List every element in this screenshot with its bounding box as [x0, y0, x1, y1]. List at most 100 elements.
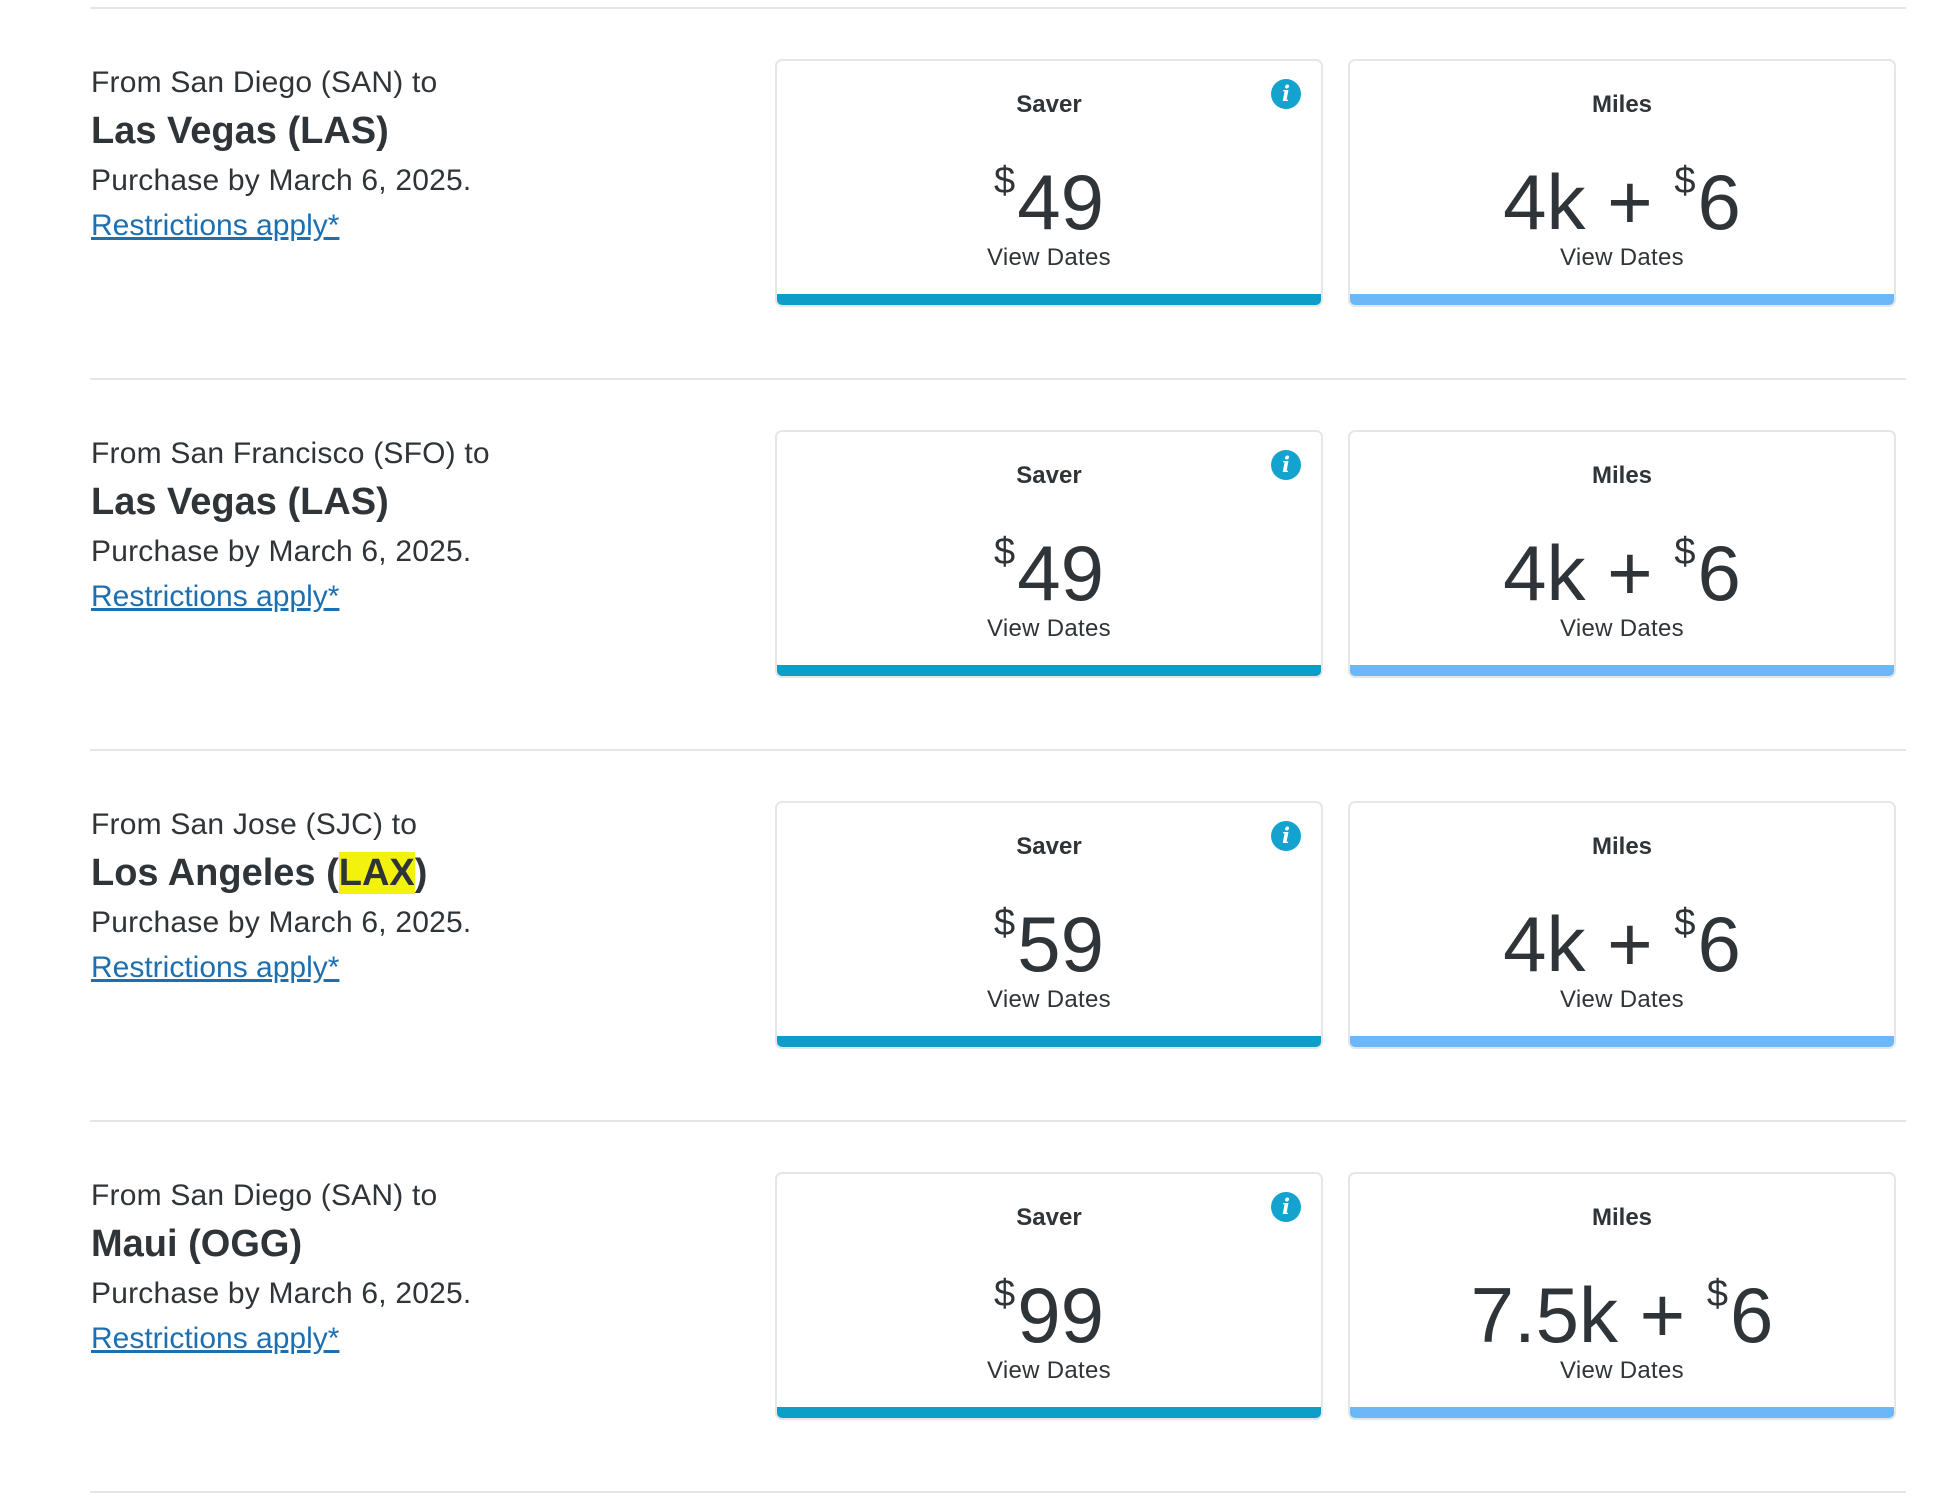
price-amount: 6 — [1697, 529, 1741, 617]
miles-amount: 7.5k + — [1470, 1271, 1707, 1359]
destination-code: LAS — [300, 110, 377, 152]
destination-name: Las Vegas ( — [91, 481, 301, 523]
currency-symbol: $ — [1674, 531, 1696, 573]
fare-price: $59 — [777, 875, 1321, 992]
info-icon[interactable]: i — [1271, 450, 1301, 480]
miles-price: 4k + $6 — [1350, 875, 1894, 992]
view-dates-link[interactable]: View Dates — [1560, 615, 1684, 642]
saver-fare-card[interactable]: i Saver $49 View Dates — [775, 59, 1323, 307]
price-amount: 6 — [1730, 1271, 1774, 1359]
fare-type-label: Miles — [1591, 833, 1653, 860]
purchase-deadline: Purchase by March 6, 2025. — [91, 164, 472, 197]
destination-code: OGG — [200, 1223, 290, 1265]
destination-name: Las Vegas ( — [91, 110, 301, 152]
fare-type-label: Miles — [1591, 91, 1653, 118]
miles-fare-card[interactable]: Miles 4k + $6 View Dates — [1348, 430, 1896, 678]
divider — [90, 7, 1906, 9]
currency-symbol: $ — [1674, 902, 1696, 944]
fare-type-label: Saver — [1016, 1204, 1082, 1231]
miles-fare-card[interactable]: Miles 4k + $6 View Dates — [1348, 801, 1896, 1049]
view-dates-link[interactable]: View Dates — [987, 244, 1111, 271]
restrictions-link[interactable]: Restrictions apply* — [91, 951, 340, 984]
view-dates-link[interactable]: View Dates — [987, 986, 1111, 1013]
fare-type-label: Miles — [1591, 462, 1653, 489]
miles-amount: 4k + — [1503, 900, 1675, 988]
view-dates-link[interactable]: View Dates — [987, 1357, 1111, 1384]
info-icon[interactable]: i — [1271, 79, 1301, 109]
card-accent-bar — [1350, 665, 1894, 676]
fare-list: From San Diego (SAN) to Las Vegas (LAS) … — [90, 7, 1906, 1493]
destination-code-highlighted: LAX — [338, 852, 415, 894]
card-accent-bar — [777, 1036, 1321, 1047]
card-accent-bar — [1350, 294, 1894, 305]
card-accent-bar — [777, 1407, 1321, 1418]
restrictions-link[interactable]: Restrictions apply* — [91, 580, 340, 613]
currency-symbol: $ — [994, 160, 1016, 202]
miles-amount: 4k + — [1503, 529, 1675, 617]
price-amount: 99 — [1017, 1271, 1104, 1359]
route-destination: Los Angeles (LAX) — [91, 847, 471, 899]
card-accent-bar — [1350, 1407, 1894, 1418]
saver-fare-card[interactable]: i Saver $59 View Dates — [775, 801, 1323, 1049]
miles-fare-card[interactable]: Miles 7.5k + $6 View Dates — [1348, 1172, 1896, 1420]
purchase-deadline: Purchase by March 6, 2025. — [91, 906, 472, 939]
currency-symbol: $ — [1674, 160, 1696, 202]
route-origin: From San Jose (SJC) to — [91, 808, 418, 841]
fare-type-label: Miles — [1591, 1204, 1653, 1231]
price-amount: 6 — [1697, 900, 1741, 988]
fare-row: From San Jose (SJC) to Los Angeles (LAX)… — [90, 751, 1906, 1122]
fare-row: From San Diego (SAN) to Las Vegas (LAS) … — [90, 9, 1906, 380]
destination-close: ) — [414, 852, 428, 894]
saver-fare-card[interactable]: i Saver $49 View Dates — [775, 430, 1323, 678]
fare-row: From San Francisco (SFO) to Las Vegas (L… — [90, 380, 1906, 751]
destination-close: ) — [376, 110, 389, 152]
info-icon[interactable]: i — [1271, 1192, 1301, 1222]
info-icon[interactable]: i — [1271, 821, 1301, 851]
destination-code: LAS — [300, 481, 377, 523]
card-accent-bar — [1350, 1036, 1894, 1047]
miles-price: 7.5k + $6 — [1350, 1246, 1894, 1363]
miles-price: 4k + $6 — [1350, 133, 1894, 250]
fare-type-label: Saver — [1016, 833, 1082, 860]
currency-symbol: $ — [994, 531, 1016, 573]
price-amount: 59 — [1017, 900, 1104, 988]
view-dates-link[interactable]: View Dates — [987, 615, 1111, 642]
route-origin: From San Francisco (SFO) to — [91, 437, 490, 470]
card-accent-bar — [777, 665, 1321, 676]
destination-name: Los Angeles ( — [91, 852, 339, 894]
route-destination: Las Vegas (LAS) — [91, 105, 471, 157]
route-origin: From San Diego (SAN) to — [91, 66, 438, 99]
route-info: From San Diego (SAN) to Maui (OGG) Purch… — [91, 1174, 471, 1360]
view-dates-link[interactable]: View Dates — [1560, 986, 1684, 1013]
purchase-deadline: Purchase by March 6, 2025. — [91, 535, 472, 568]
currency-symbol: $ — [994, 1273, 1016, 1315]
miles-amount: 4k + — [1503, 158, 1675, 246]
currency-symbol: $ — [1706, 1273, 1729, 1315]
route-origin: From San Diego (SAN) to — [91, 1179, 438, 1212]
destination-close: ) — [289, 1223, 303, 1265]
purchase-deadline: Purchase by March 6, 2025. — [91, 1277, 472, 1310]
currency-symbol: $ — [994, 902, 1016, 944]
view-dates-link[interactable]: View Dates — [1560, 1357, 1684, 1384]
fare-row: From San Diego (SAN) to Maui (OGG) Purch… — [90, 1122, 1906, 1493]
destination-close: ) — [376, 481, 389, 523]
fare-price: $49 — [777, 504, 1321, 621]
fare-price: $99 — [777, 1246, 1321, 1363]
restrictions-link[interactable]: Restrictions apply* — [91, 1322, 340, 1355]
route-info: From San Francisco (SFO) to Las Vegas (L… — [91, 432, 490, 618]
view-dates-link[interactable]: View Dates — [1560, 244, 1684, 271]
saver-fare-card[interactable]: i Saver $99 View Dates — [775, 1172, 1323, 1420]
route-destination: Maui (OGG) — [91, 1218, 471, 1270]
price-amount: 6 — [1697, 158, 1741, 246]
price-amount: 49 — [1017, 158, 1104, 246]
fare-price: $49 — [777, 133, 1321, 250]
card-accent-bar — [777, 294, 1321, 305]
route-info: From San Diego (SAN) to Las Vegas (LAS) … — [91, 61, 471, 247]
destination-name: Maui ( — [91, 1223, 201, 1265]
route-destination: Las Vegas (LAS) — [91, 476, 490, 528]
fare-type-label: Saver — [1016, 462, 1082, 489]
restrictions-link[interactable]: Restrictions apply* — [91, 209, 340, 242]
miles-fare-card[interactable]: Miles 4k + $6 View Dates — [1348, 59, 1896, 307]
route-info: From San Jose (SJC) to Los Angeles (LAX)… — [91, 803, 471, 989]
price-amount: 49 — [1017, 529, 1104, 617]
